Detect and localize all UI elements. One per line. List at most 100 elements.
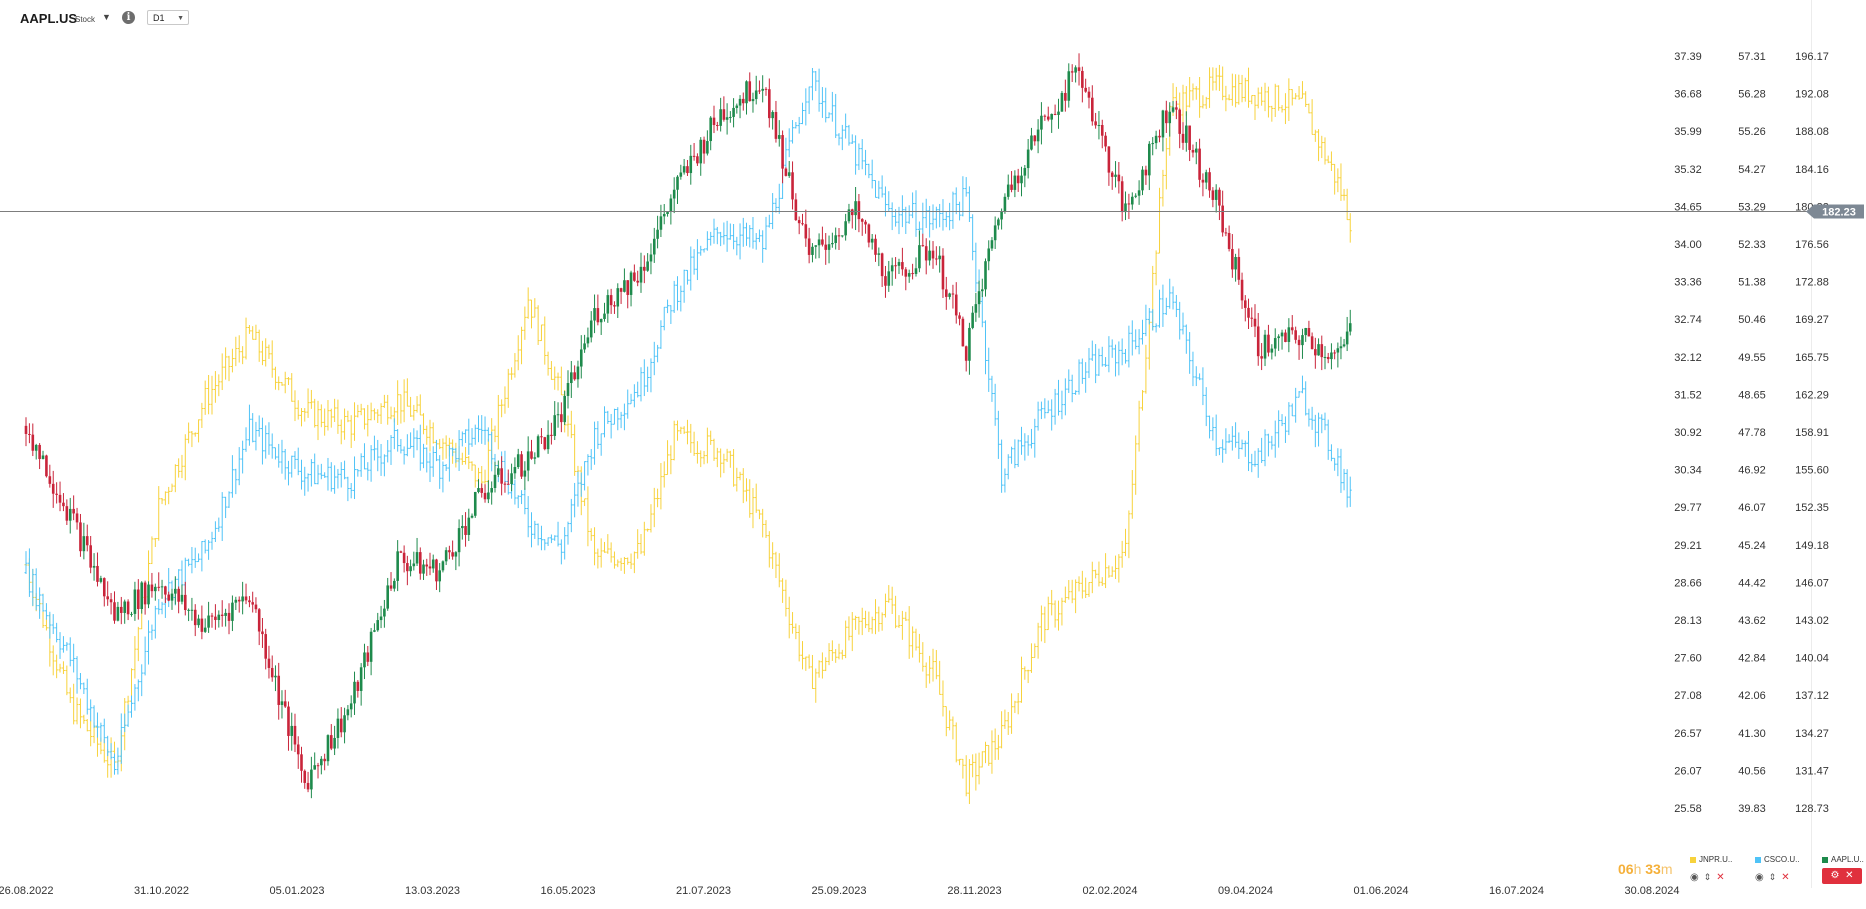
candle-body [573, 372, 576, 380]
y-tick-label: 29.77 [1674, 502, 1702, 514]
eye-icon[interactable]: ◉ [1690, 872, 1699, 883]
candle-body [187, 609, 190, 611]
candle-body [1094, 121, 1097, 126]
candle-body [473, 492, 477, 516]
symbol-label[interactable]: AAPL.US [20, 11, 78, 26]
price-badge-label: 182.23 [1822, 206, 1856, 218]
candle-body [1064, 92, 1067, 101]
y-tick-label: 192.08 [1795, 89, 1829, 101]
candle-body [1240, 279, 1244, 301]
candle-body [280, 701, 284, 705]
candle-body [214, 616, 217, 621]
candle-body [984, 261, 987, 290]
candle-body [366, 652, 370, 662]
candle-body [1221, 205, 1224, 233]
x-tick-label: 16.07.2024 [1489, 885, 1544, 897]
candle-body [287, 706, 290, 736]
candle-body [1060, 92, 1064, 112]
candle-body [639, 266, 643, 283]
candle-body [706, 141, 709, 154]
candle-body [99, 578, 103, 582]
up-down-arrows-icon[interactable]: ⇕ [1768, 872, 1777, 882]
candle-body [1030, 135, 1033, 150]
candle-body [227, 612, 231, 621]
candle-body [383, 608, 386, 617]
candle-body [1280, 332, 1284, 337]
candle-body [1137, 190, 1141, 196]
candle-body [931, 250, 935, 259]
candle-body [1333, 352, 1336, 354]
y-tick-label: 149.18 [1795, 540, 1829, 552]
candle-body [850, 209, 854, 216]
candle-body [483, 492, 487, 500]
candle-body [754, 90, 758, 100]
countdown-minutes: 33 [1645, 861, 1661, 877]
candle-body [974, 304, 978, 313]
legend-aapl[interactable]: AAPL.U.. [1822, 855, 1864, 864]
candle-body [180, 594, 184, 602]
x-tick-label: 02.02.2024 [1082, 885, 1137, 897]
candle-body [274, 675, 277, 678]
candle-body [603, 313, 606, 320]
legend-label: CSCO.U.. [1764, 855, 1800, 864]
candle-body [369, 631, 373, 662]
candle-body [164, 586, 167, 595]
candle-body [1194, 148, 1198, 153]
candle-body [1141, 169, 1144, 191]
candle-body [831, 243, 834, 245]
candle-body [300, 754, 303, 771]
eye-icon[interactable]: ◉ [1755, 872, 1764, 883]
info-icon[interactable]: i [122, 11, 135, 24]
candle-body [500, 468, 503, 484]
timeframe-select[interactable]: D1 ▼ [147, 10, 189, 25]
candle-body [177, 588, 180, 602]
candle-body [928, 250, 931, 261]
close-icon[interactable]: ✕ [1845, 870, 1854, 881]
candle-body [34, 444, 38, 451]
series-jnpr [24, 64, 1352, 805]
candle-body [116, 606, 120, 621]
candle-body [1227, 232, 1231, 249]
candle-body [147, 584, 150, 605]
candle-body [787, 172, 791, 176]
chevron-down-icon[interactable]: ▼ [102, 12, 111, 22]
candle-body [867, 224, 871, 243]
candle-body [1158, 135, 1161, 138]
candle-body [425, 564, 429, 567]
candle-body [41, 455, 45, 459]
candle-body [323, 758, 326, 762]
candle-body [251, 602, 254, 605]
candle-body [65, 506, 69, 521]
candle-body [203, 627, 207, 632]
close-icon[interactable]: ✕ [1781, 872, 1790, 883]
candle-body [884, 276, 887, 286]
candle-body [1310, 336, 1314, 350]
candle-body [911, 273, 914, 275]
legend-jnpr[interactable]: JNPR.U.. [1690, 855, 1732, 864]
candle-body [1134, 195, 1137, 197]
candle-body [1013, 175, 1017, 190]
candle-body [652, 238, 656, 255]
close-icon[interactable]: ✕ [1716, 872, 1725, 883]
candle-body [422, 564, 425, 574]
candle-body [283, 701, 287, 707]
legend-csco[interactable]: CSCO.U.. [1755, 855, 1800, 864]
candle-body [1208, 172, 1211, 191]
candle-body [1110, 172, 1114, 177]
candle-body [467, 517, 471, 535]
candle-body [224, 612, 227, 616]
candle-body [326, 735, 330, 762]
candle-body [487, 492, 490, 500]
candle-body [987, 248, 991, 262]
candle-body [1070, 71, 1074, 73]
y-tick-label: 27.08 [1674, 690, 1702, 702]
candle-body [613, 305, 616, 307]
up-down-arrows-icon[interactable]: ⇕ [1703, 872, 1712, 882]
sliders-icon[interactable]: ⚙ [1830, 870, 1840, 881]
candle-body [553, 415, 557, 436]
candle-countdown: 06h 33m [1618, 861, 1673, 877]
candle-body [914, 268, 918, 274]
candle-body [267, 658, 271, 668]
candle-body [457, 528, 461, 553]
